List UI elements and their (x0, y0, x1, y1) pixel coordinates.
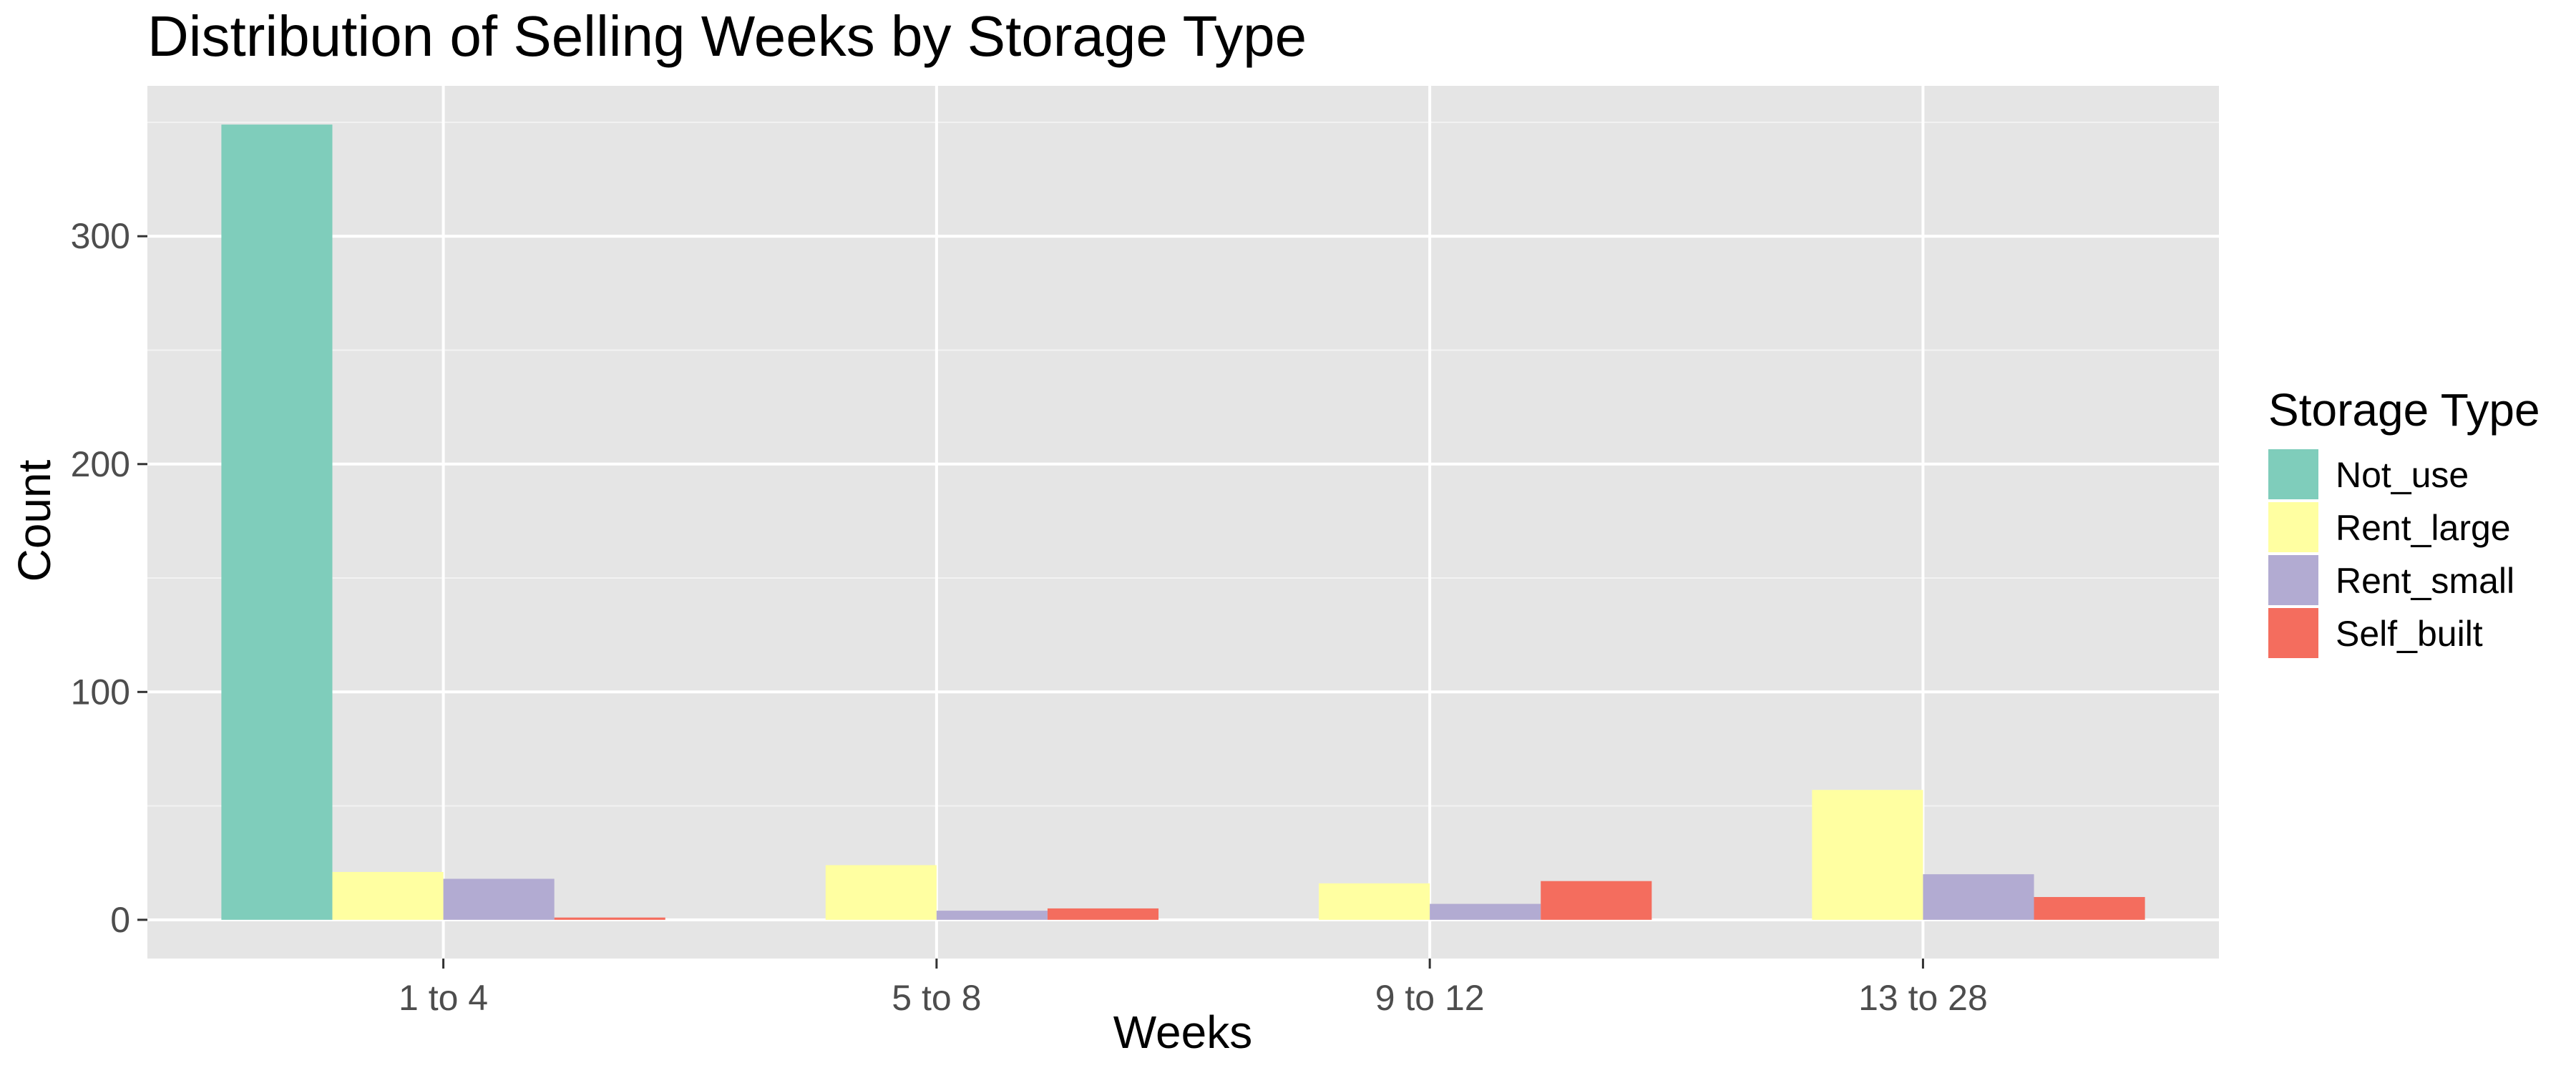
bar-self-built (2034, 896, 2145, 920)
bar-self-built (1047, 908, 1159, 920)
legend-key-not-use (2268, 449, 2318, 499)
bars (221, 124, 2145, 920)
bar-rent-small (1430, 903, 1541, 920)
legend-key-rent-small (2268, 555, 2318, 605)
y-axis: 0 100 200 300 (71, 216, 147, 940)
x-tick-label: 9 to 12 (1375, 978, 1485, 1018)
legend-key-self-built (2268, 608, 2318, 658)
y-tick-label: 100 (71, 672, 130, 712)
x-tick-label: 5 to 8 (892, 978, 981, 1018)
x-axis: 1 to 4 5 to 8 9 to 12 13 to 28 (399, 959, 1988, 1018)
chart-title: Distribution of Selling Weeks by Storage… (147, 4, 1307, 68)
legend-title: Storage Type (2268, 384, 2540, 436)
y-tick-label: 200 (71, 444, 130, 484)
x-tick-label: 13 to 28 (1858, 978, 1988, 1018)
bar-rent-small (936, 911, 1048, 920)
bar-rent-small (443, 878, 555, 920)
y-tick-label: 300 (71, 216, 130, 256)
x-axis-title: Weeks (1113, 1006, 1252, 1058)
legend: Storage Type Not_use Rent_large Rent_small… (2268, 384, 2540, 658)
legend-key-rent-large (2268, 502, 2318, 552)
y-axis-title: Count (9, 459, 60, 582)
x-tick-label: 1 to 4 (399, 978, 488, 1018)
legend-label: Rent_small (2336, 561, 2514, 601)
bar-self-built (1541, 881, 1652, 920)
bar-rent-large (1812, 790, 1923, 920)
legend-label: Not_use (2336, 455, 2469, 495)
y-tick-label: 0 (110, 900, 130, 940)
bar-rent-large (825, 865, 937, 920)
legend-label: Rent_large (2336, 508, 2511, 548)
gridlines (147, 86, 2219, 959)
bar-rent-large (1319, 883, 1430, 920)
bar-rent-large (332, 871, 444, 920)
bar-rent-small (1923, 874, 2034, 920)
bar-self-built (554, 917, 665, 920)
bar-not-use (221, 124, 333, 920)
legend-label: Self_built (2336, 614, 2483, 654)
